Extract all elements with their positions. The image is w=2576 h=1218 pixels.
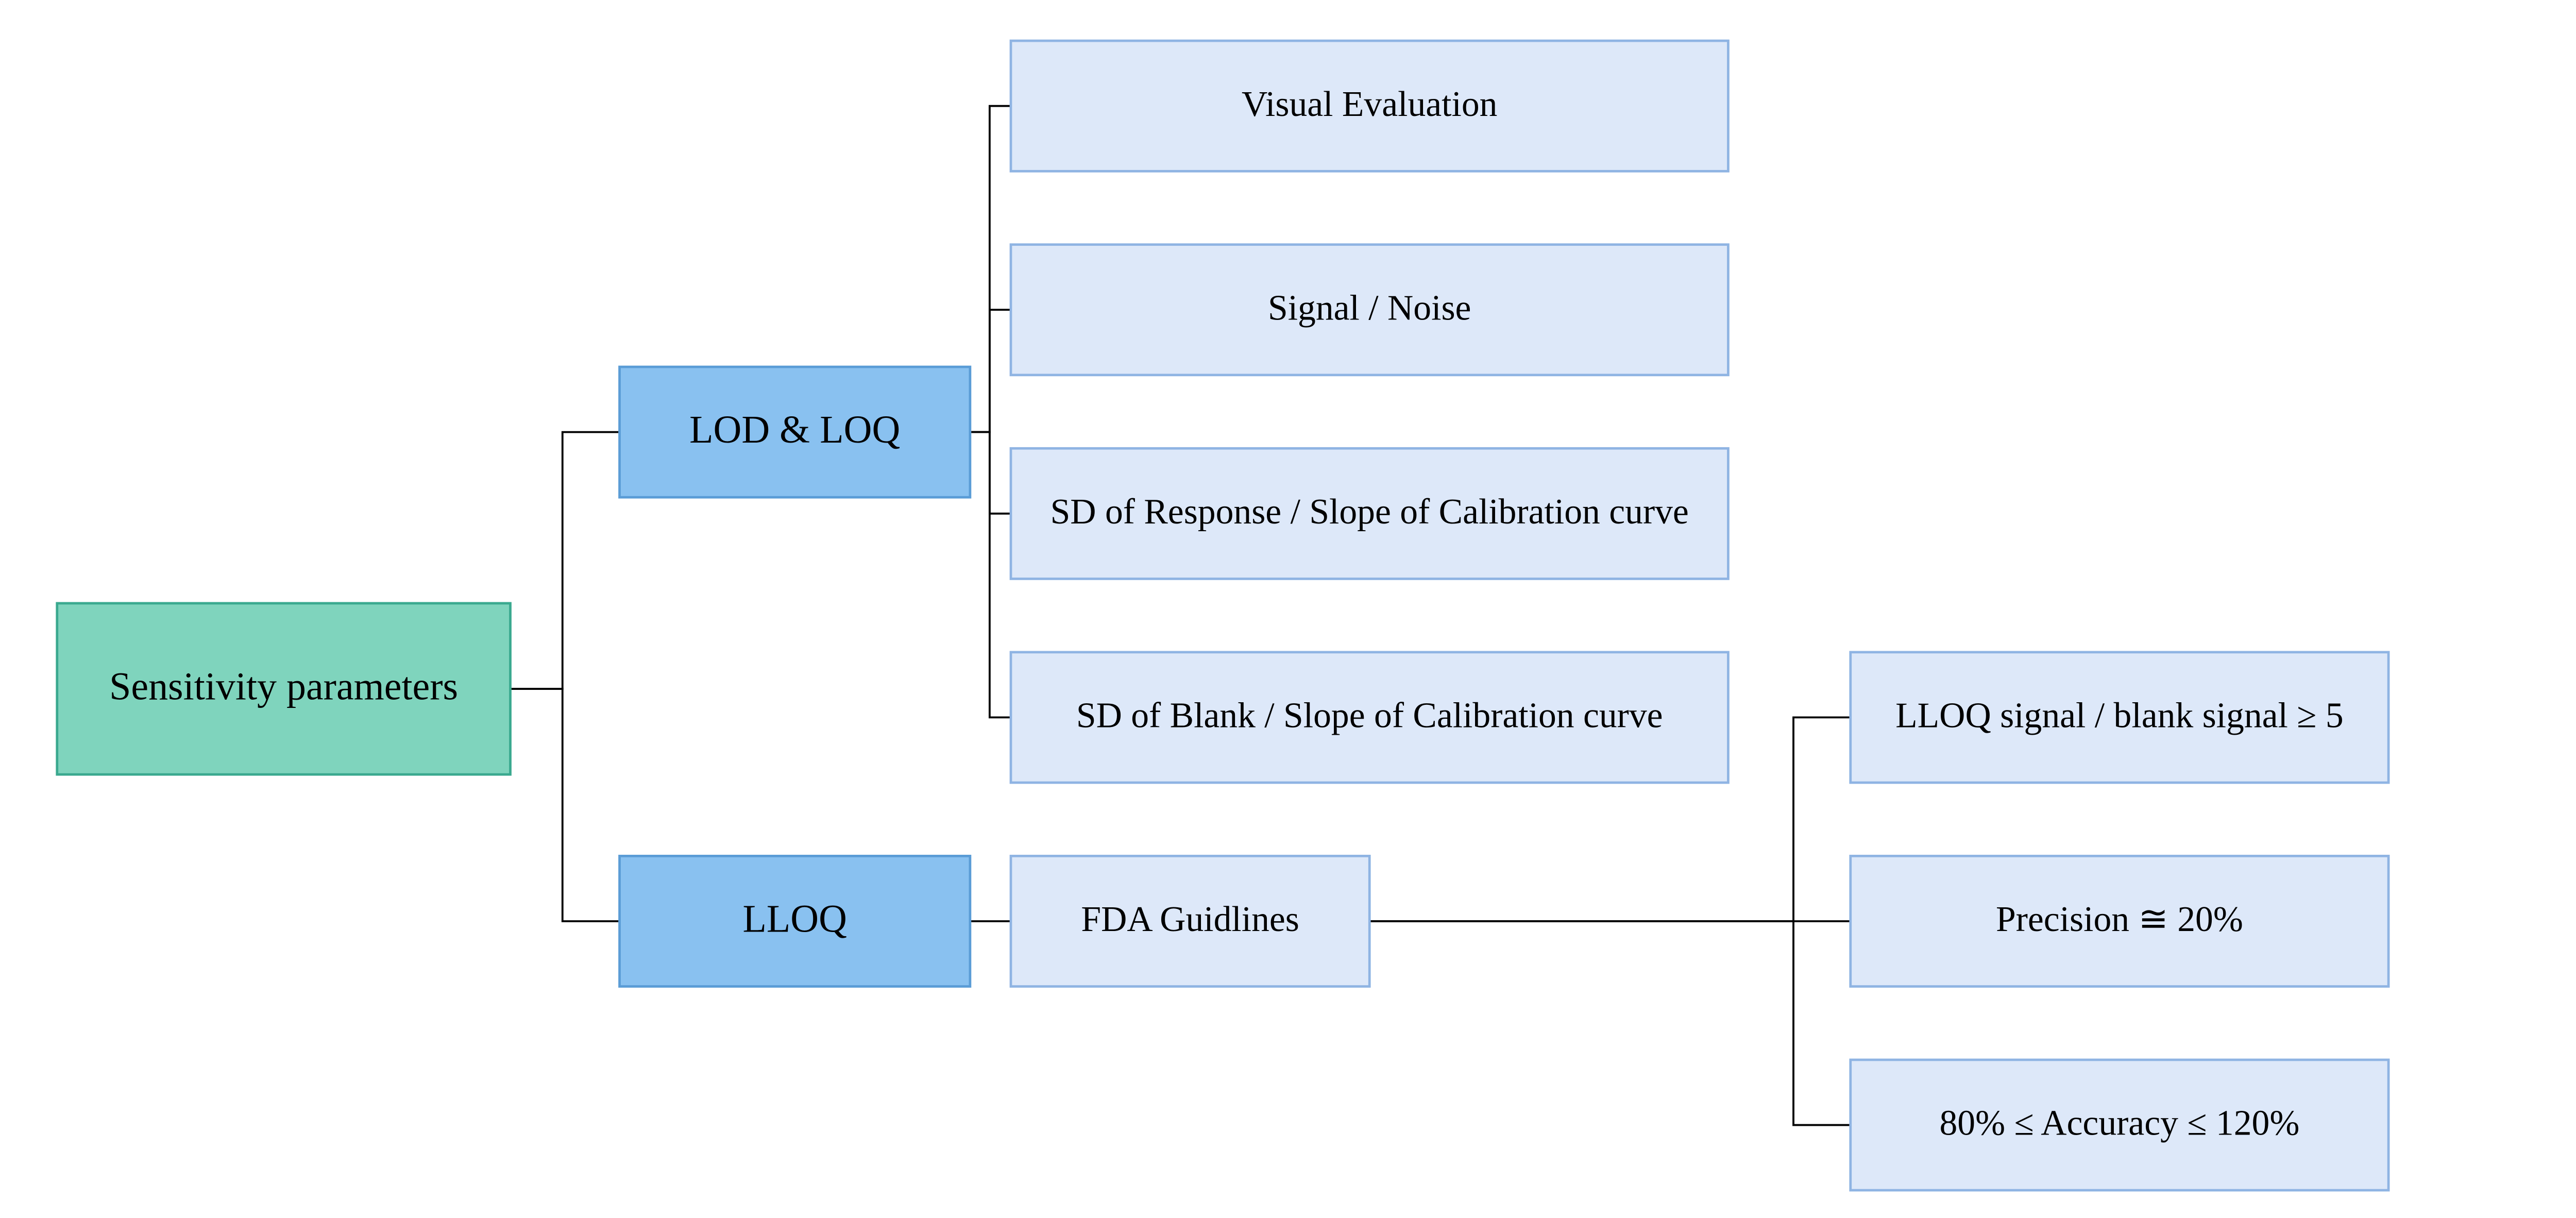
node-label-g2: Precision ≅ 20% [1996,900,2243,939]
node-g1: LLOQ signal / blank signal ≥ 5 [1851,652,2388,783]
node-root: Sensitivity parameters [57,603,511,774]
node-label-g1: LLOQ signal / blank signal ≥ 5 [1895,696,2344,736]
node-c1: Visual Evaluation [1011,41,1728,171]
node-label-g3: 80% ≤ Accuracy ≤ 120% [1940,1104,2300,1143]
node-lodloq: LOD & LOQ [620,367,970,497]
node-g2: Precision ≅ 20% [1851,856,2388,986]
node-label-root: Sensitivity parameters [109,665,458,708]
node-lloq: LLOQ [620,856,970,986]
node-label-c2: Signal / Noise [1268,288,1471,328]
node-label-lodloq: LOD & LOQ [689,408,900,451]
node-c2: Signal / Noise [1011,245,1728,375]
node-g3: 80% ≤ Accuracy ≤ 120% [1851,1060,2388,1190]
node-c4: SD of Blank / Slope of Calibration curve [1011,652,1728,783]
node-label-c1: Visual Evaluation [1242,84,1498,124]
node-label-c4: SD of Blank / Slope of Calibration curve [1076,696,1663,736]
node-fda: FDA Guidlines [1011,856,1369,986]
node-label-c3: SD of Response / Slope of Calibration cu… [1050,492,1689,532]
node-label-fda: FDA Guidlines [1081,900,1299,939]
diagram-canvas: Sensitivity parameters LOD & LOQ LLOQ Visua… [0,0,2576,1218]
node-c3: SD of Response / Slope of Calibration cu… [1011,448,1728,579]
node-label-lloq: LLOQ [742,898,846,941]
